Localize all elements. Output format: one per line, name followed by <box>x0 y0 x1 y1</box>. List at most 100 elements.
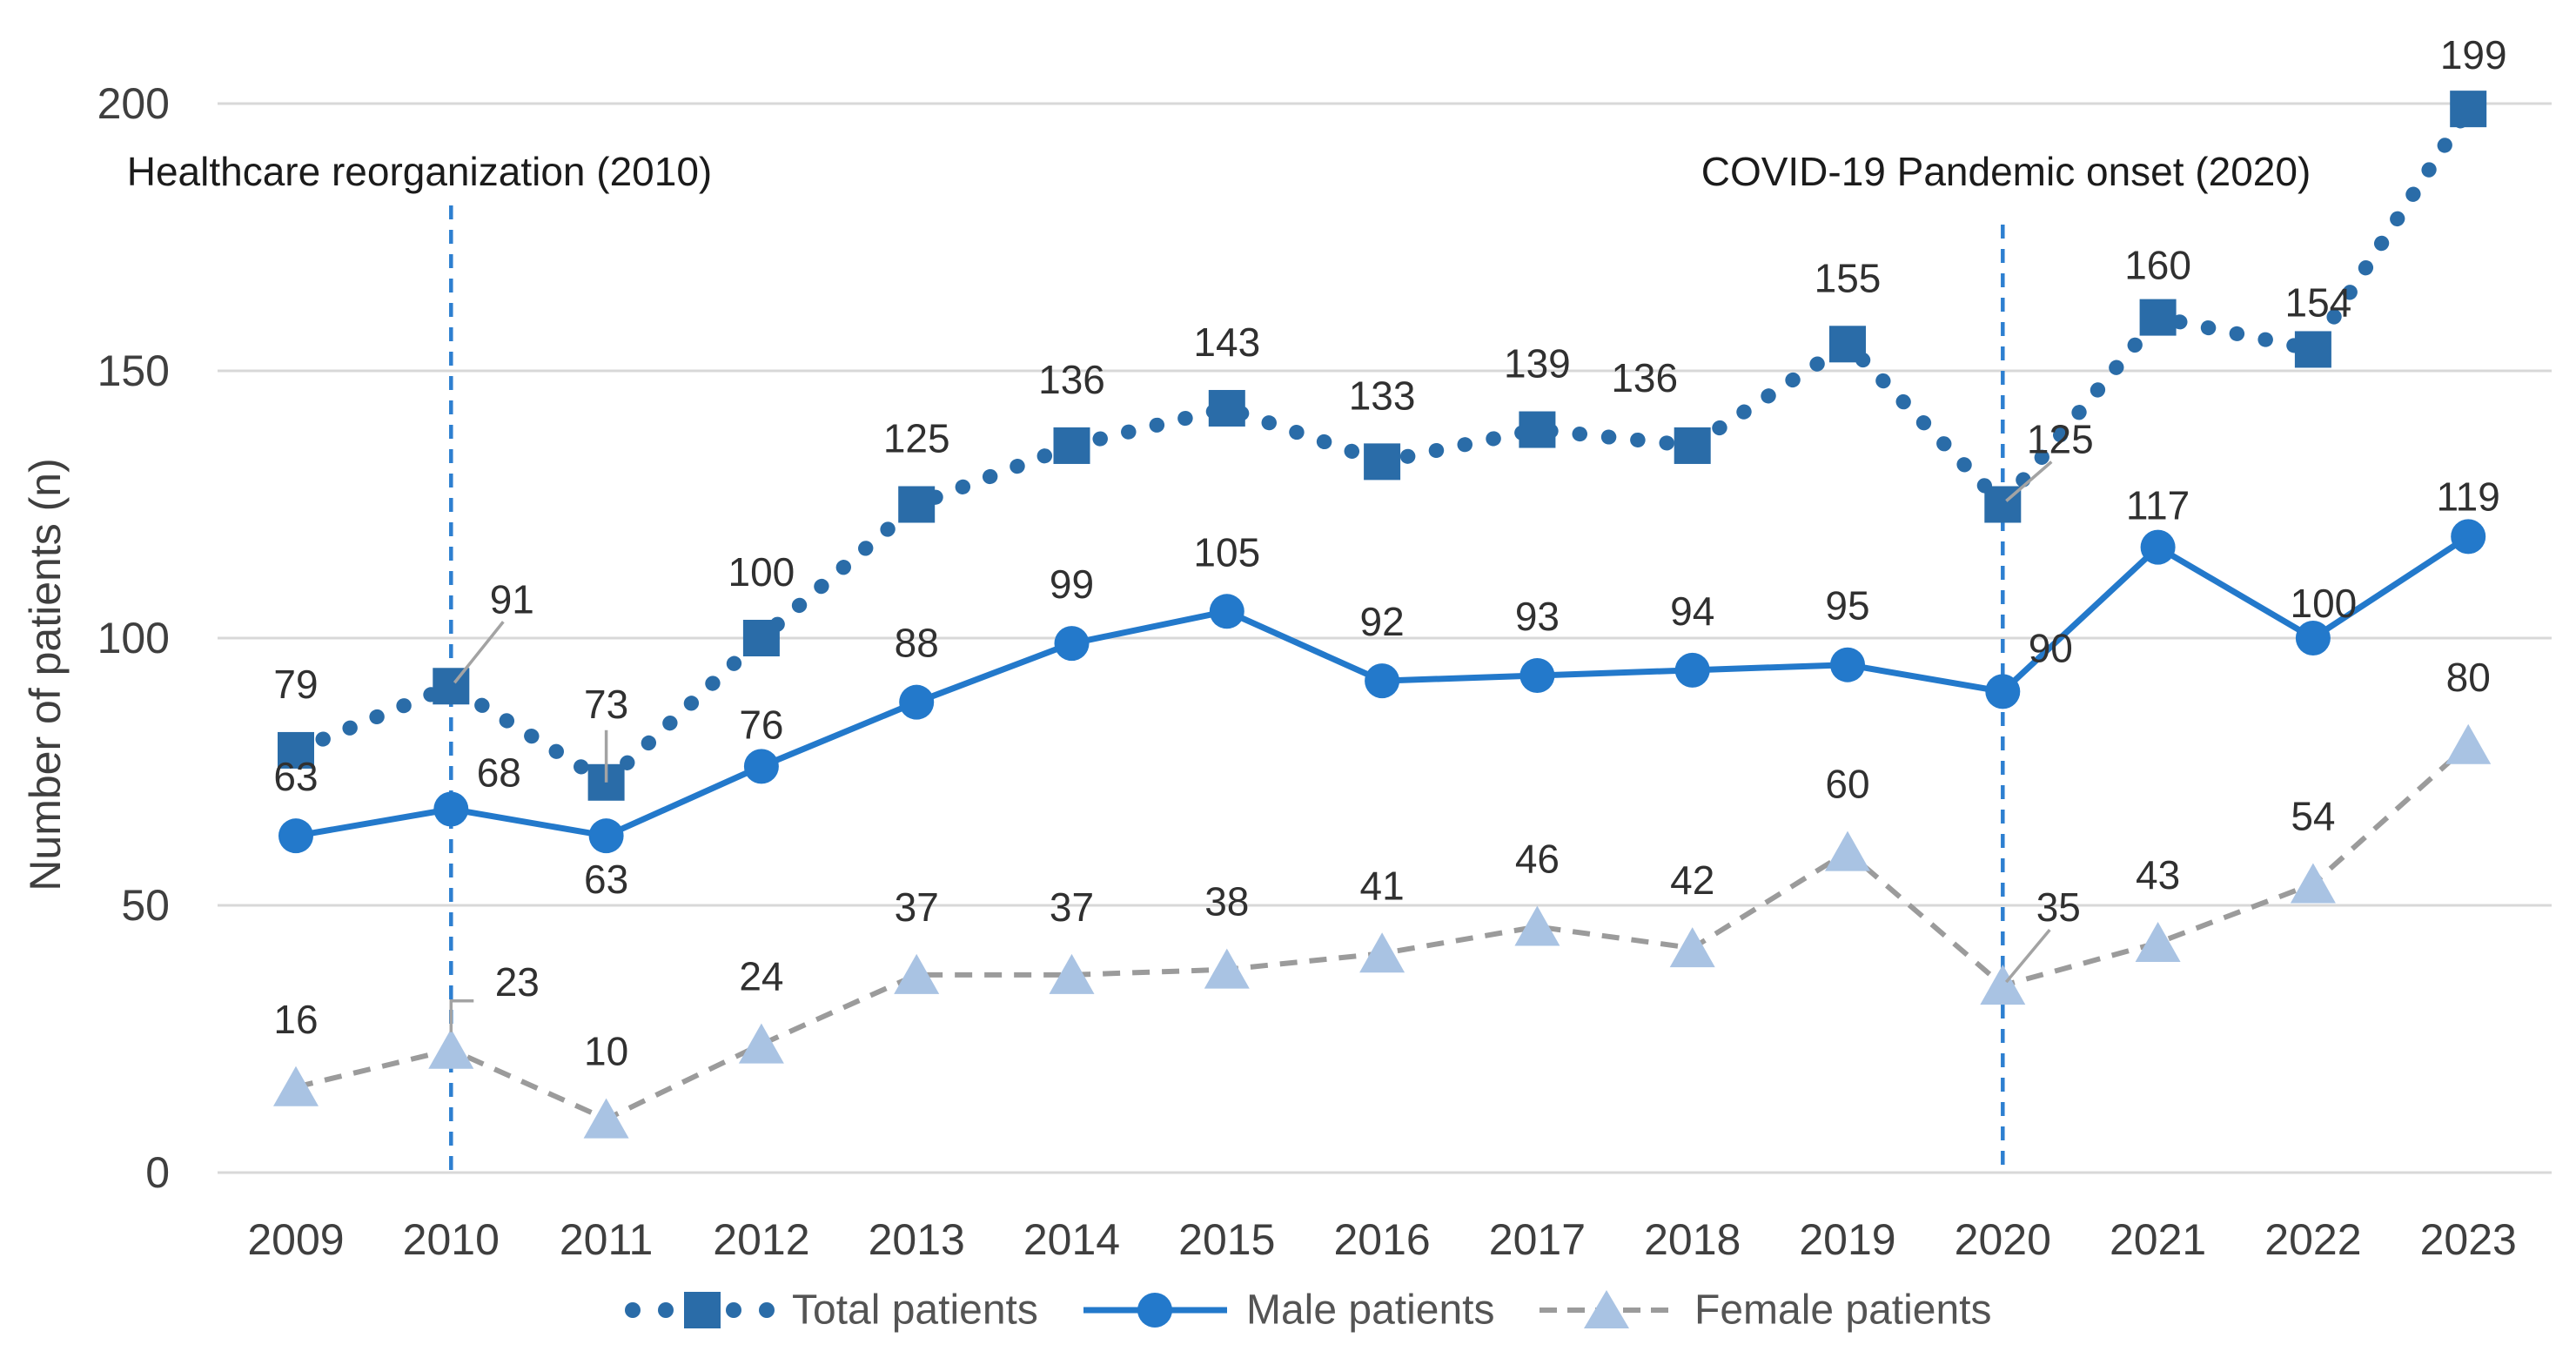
value-label: 41 <box>1360 863 1405 908</box>
x-tick-label: 2009 <box>247 1215 344 1264</box>
marker-triangle <box>1980 965 2026 1005</box>
x-tick-label: 2023 <box>2420 1215 2517 1264</box>
value-label: 88 <box>895 621 939 666</box>
value-label: 16 <box>273 997 318 1042</box>
annotation-text: Healthcare reorganization (2010) <box>127 149 713 194</box>
value-label: 143 <box>1193 319 1260 365</box>
value-label: 154 <box>2285 279 2352 325</box>
marker-triangle <box>1049 953 1095 994</box>
marker-triangle <box>1514 905 1560 946</box>
marker-circle <box>2451 519 2486 555</box>
x-tick-label: 2013 <box>869 1215 965 1264</box>
value-label: 80 <box>2446 655 2491 700</box>
marker-square <box>278 731 314 769</box>
y-tick-label: 100 <box>97 614 170 662</box>
legend-label: Total patients <box>792 1287 1038 1334</box>
legend-square-swatch <box>684 1292 721 1328</box>
label-leader-line <box>449 999 474 1032</box>
x-tick-label: 2022 <box>2264 1215 2361 1264</box>
marker-triangle <box>273 1066 319 1106</box>
legend-dot <box>658 1302 674 1318</box>
marker-circle <box>433 791 469 827</box>
legend-dot <box>759 1302 775 1318</box>
value-label: 42 <box>1670 857 1714 903</box>
marker-triangle <box>1825 830 1870 871</box>
marker-triangle <box>738 1023 784 1064</box>
value-label: 10 <box>584 1029 628 1074</box>
marker-triangle <box>1669 927 1715 968</box>
value-label: 54 <box>2291 793 2335 838</box>
value-label: 105 <box>1193 529 1260 575</box>
x-tick-label: 2018 <box>1644 1215 1741 1264</box>
value-label: 125 <box>2027 417 2094 462</box>
value-label: 43 <box>2136 852 2180 897</box>
marker-triangle <box>2290 863 2336 904</box>
value-label: 100 <box>2291 581 2358 626</box>
y-tick-label: 50 <box>121 881 170 930</box>
marker-triangle <box>583 1098 629 1139</box>
marker-square <box>1829 326 1866 363</box>
marker-circle <box>2295 621 2331 655</box>
marker-circle <box>743 749 779 784</box>
value-label: 46 <box>1515 837 1560 882</box>
value-label: 199 <box>2440 32 2507 77</box>
label-leader-line <box>453 621 505 684</box>
legend-triangle-swatch <box>1584 1290 1629 1328</box>
marker-square <box>898 486 936 523</box>
value-label: 63 <box>584 857 628 902</box>
marker-circle <box>2140 529 2176 565</box>
annotation-text: COVID-19 Pandemic onset (2020) <box>1701 149 2311 194</box>
marker-square <box>742 620 780 656</box>
value-label: 90 <box>2029 625 2073 670</box>
x-tick-label: 2017 <box>1489 1215 1586 1264</box>
value-label: 73 <box>584 682 628 727</box>
value-label: 100 <box>728 549 795 595</box>
x-tick-label: 2012 <box>713 1215 809 1264</box>
marker-square <box>2450 91 2487 128</box>
marker-square <box>1053 427 1090 464</box>
value-label: 139 <box>1504 341 1571 387</box>
marker-triangle <box>2445 723 2492 764</box>
marker-circle <box>899 684 935 720</box>
value-label: 63 <box>273 754 318 799</box>
value-label: 160 <box>2124 243 2191 288</box>
marker-square <box>2139 299 2177 336</box>
value-label: 35 <box>2036 884 2081 930</box>
x-tick-label: 2011 <box>560 1215 654 1264</box>
value-label: 60 <box>1825 762 1869 807</box>
value-label: 92 <box>1360 599 1405 644</box>
marker-square <box>1519 411 1556 448</box>
value-label: 133 <box>1349 373 1416 418</box>
value-label: 119 <box>2437 474 2500 519</box>
marker-circle <box>588 818 624 854</box>
marker-square <box>1674 427 1711 464</box>
value-label: 76 <box>739 702 783 747</box>
legend-dot <box>726 1302 741 1318</box>
legend-item-male-patients: Male patients <box>1083 1287 1495 1334</box>
marker-square <box>2294 331 2331 368</box>
marker-triangle <box>1204 948 1250 989</box>
legend-circle-swatch <box>1137 1293 1172 1328</box>
label-leader-line <box>2005 461 2053 502</box>
value-label: 155 <box>1815 255 1882 300</box>
marker-triangle <box>2135 921 2181 962</box>
y-tick-label: 200 <box>97 79 170 128</box>
marker-square <box>1208 389 1245 427</box>
value-label: 94 <box>1670 588 1714 634</box>
marker-circle <box>1054 626 1090 662</box>
value-label: 99 <box>1050 561 1094 607</box>
value-label: 125 <box>883 416 950 461</box>
value-label: 68 <box>477 750 521 795</box>
legend-label: Male patients <box>1246 1287 1495 1334</box>
marker-triangle <box>894 953 940 994</box>
legend-dot <box>625 1302 641 1318</box>
marker-circle <box>1365 663 1400 699</box>
y-tick-label: 0 <box>145 1148 170 1197</box>
legend-label: Female patients <box>1694 1287 1992 1334</box>
x-tick-label: 2019 <box>1799 1215 1895 1264</box>
marker-circle <box>1209 594 1244 629</box>
x-tick-label: 2014 <box>1023 1215 1120 1264</box>
marker-triangle <box>428 1028 474 1069</box>
